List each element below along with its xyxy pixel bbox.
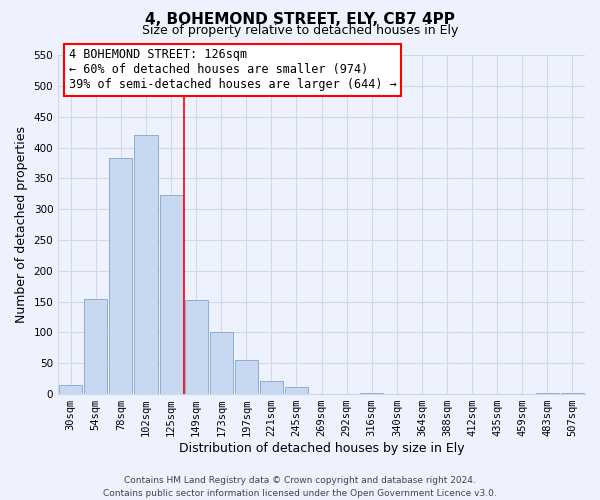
Bar [260, 380, 283, 394]
Bar [185, 300, 208, 394]
Bar [561, 393, 584, 394]
Bar [84, 298, 107, 394]
Bar [59, 385, 82, 394]
Bar [109, 158, 133, 394]
Bar [134, 136, 158, 394]
Bar [209, 332, 233, 394]
Text: 4, BOHEMOND STREET, ELY, CB7 4PP: 4, BOHEMOND STREET, ELY, CB7 4PP [145, 12, 455, 28]
Text: Contains HM Land Registry data © Crown copyright and database right 2024.
Contai: Contains HM Land Registry data © Crown c… [103, 476, 497, 498]
Bar [360, 393, 383, 394]
Text: Size of property relative to detached houses in Ely: Size of property relative to detached ho… [142, 24, 458, 37]
Bar [285, 386, 308, 394]
Bar [160, 195, 182, 394]
Bar [536, 393, 559, 394]
Text: 4 BOHEMOND STREET: 126sqm
← 60% of detached houses are smaller (974)
39% of semi: 4 BOHEMOND STREET: 126sqm ← 60% of detac… [69, 48, 397, 92]
Y-axis label: Number of detached properties: Number of detached properties [15, 126, 28, 323]
Bar [235, 360, 258, 394]
X-axis label: Distribution of detached houses by size in Ely: Distribution of detached houses by size … [179, 442, 464, 455]
